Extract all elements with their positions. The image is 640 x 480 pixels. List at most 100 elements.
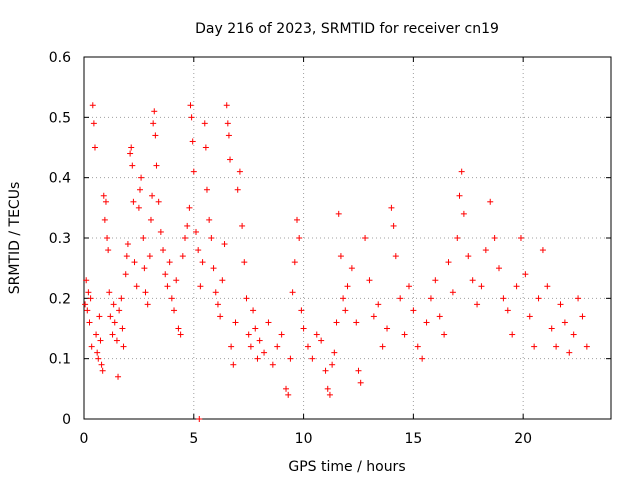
- data-point: [217, 313, 224, 320]
- data-point: [124, 241, 131, 248]
- data-point: [561, 319, 568, 326]
- data-point: [212, 289, 219, 296]
- data-point: [261, 349, 268, 356]
- data-point: [496, 265, 503, 272]
- data-point: [196, 416, 203, 422]
- data-point: [410, 307, 417, 314]
- data-point: [210, 265, 217, 272]
- data-point: [250, 307, 257, 314]
- data-point: [474, 301, 481, 308]
- data-point: [82, 301, 89, 308]
- data-point: [230, 361, 237, 368]
- data-point: [106, 289, 113, 296]
- data-point: [432, 277, 439, 284]
- plot-frame: [83, 56, 612, 420]
- data-points: [82, 102, 590, 422]
- data-point: [140, 235, 147, 241]
- data-point: [482, 247, 489, 254]
- data-point: [548, 325, 555, 332]
- y-tick-label: 0.1: [49, 352, 71, 368]
- data-point: [118, 295, 125, 302]
- data-point: [179, 253, 186, 260]
- data-point: [150, 120, 157, 127]
- data-point: [86, 319, 93, 326]
- data-point: [146, 253, 153, 260]
- data-point: [208, 235, 215, 241]
- data-point: [375, 301, 382, 308]
- data-point: [135, 204, 142, 211]
- data-point: [458, 168, 465, 175]
- data-point: [478, 283, 485, 290]
- axis-ticks: 0 0.1 0.2 0.3 0.4 0.5 0.6 0 5 10 15 20: [49, 50, 611, 447]
- data-point: [228, 343, 235, 350]
- data-point: [110, 301, 117, 308]
- data-point: [109, 331, 116, 338]
- data-point: [436, 313, 443, 320]
- data-point: [90, 120, 97, 127]
- data-point: [89, 102, 96, 109]
- data-point: [168, 295, 175, 302]
- data-point: [539, 247, 546, 254]
- data-point: [144, 301, 151, 308]
- data-point: [166, 259, 173, 266]
- data-point: [379, 343, 386, 350]
- data-point: [278, 331, 285, 338]
- data-point: [326, 391, 333, 398]
- data-point: [247, 343, 254, 350]
- data-point: [390, 222, 397, 229]
- data-point: [155, 198, 162, 205]
- data-point: [187, 102, 194, 109]
- data-point: [129, 162, 136, 169]
- data-point: [414, 343, 421, 350]
- y-tick-label: 0.2: [49, 291, 71, 307]
- data-point: [162, 271, 169, 278]
- data-point: [293, 216, 300, 223]
- x-axis-label: GPS time / hours: [288, 459, 405, 475]
- data-point: [570, 331, 577, 338]
- data-point: [223, 102, 230, 109]
- data-point: [566, 349, 573, 356]
- data-point: [171, 307, 178, 314]
- data-point: [113, 337, 120, 344]
- data-point: [304, 343, 311, 350]
- data-point: [221, 241, 228, 248]
- data-point: [456, 192, 463, 199]
- data-point: [348, 265, 355, 272]
- data-point: [232, 319, 239, 326]
- data-point: [469, 277, 476, 284]
- data-point: [427, 295, 434, 302]
- data-point: [127, 150, 134, 157]
- data-point: [333, 319, 340, 326]
- data-point: [94, 349, 101, 356]
- data-point: [324, 385, 331, 392]
- data-point: [236, 168, 243, 175]
- data-point: [219, 277, 226, 284]
- data-point: [300, 325, 307, 332]
- data-point: [283, 385, 290, 392]
- data-point: [335, 210, 342, 217]
- data-point: [91, 144, 98, 151]
- data-point: [491, 235, 498, 241]
- data-point: [504, 307, 511, 314]
- data-point: [243, 295, 250, 302]
- y-tick-label: 0.5: [49, 110, 71, 126]
- data-point: [256, 337, 263, 344]
- data-point: [153, 162, 160, 169]
- x-tick-label: 5: [189, 431, 198, 447]
- data-point: [331, 349, 338, 356]
- data-point: [188, 114, 195, 121]
- data-point: [102, 198, 109, 205]
- x-tick-label: 10: [295, 431, 313, 447]
- data-point: [141, 265, 148, 272]
- data-point: [199, 259, 206, 266]
- data-point: [186, 204, 193, 211]
- data-point: [322, 367, 329, 374]
- data-point: [583, 343, 590, 350]
- data-point: [177, 331, 184, 338]
- data-point: [133, 283, 140, 290]
- data-point: [160, 247, 167, 254]
- data-point: [500, 295, 507, 302]
- data-point: [138, 174, 145, 181]
- data-point: [147, 216, 154, 223]
